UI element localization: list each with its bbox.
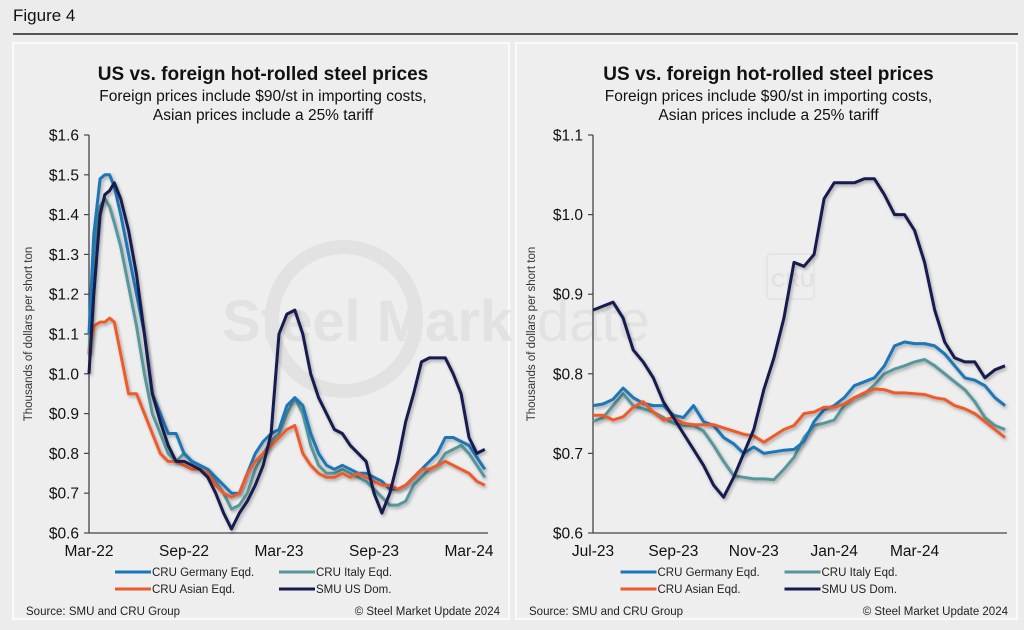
y-tick-label: $0.9 [49, 406, 79, 423]
legend-label-us: SMU US Dom. [316, 584, 391, 596]
chart-subtitle-line2: Asian prices include a 25% tariff [658, 107, 879, 124]
y-tick-label: $1.5 [49, 167, 79, 184]
copyright-note: © Steel Market Update 2024 [355, 606, 501, 618]
x-tick-label: Mar-23 [254, 543, 303, 560]
chart-title: US vs. foreign hot-rolled steel prices [98, 64, 428, 85]
series-line-us [592, 177, 1006, 499]
y-tick-label: $1.4 [49, 207, 80, 224]
series-line-germany [592, 340, 1006, 455]
x-tick-label: Jan-24 [810, 543, 858, 560]
y-tick-label: $0.7 [49, 486, 79, 503]
y-axis-label: Thousands of dollars per short ton [23, 247, 35, 422]
x-tick-label: Mar-24 [444, 543, 493, 560]
y-axis-label: Thousands of dollars per short ton [526, 247, 538, 422]
legend-label-italy: CRU Italy Eqd. [316, 567, 392, 579]
legend-label-asian: CRU Asian Eqd. [152, 584, 235, 596]
watermark-ring [265, 240, 423, 398]
y-tick-label: $0.8 [49, 446, 79, 463]
chart-subtitle-line1: Foreign prices include $90/st in importi… [99, 88, 426, 105]
x-tick-label: Mar-24 [890, 543, 939, 560]
source-note: Source: SMU and CRU Group [529, 606, 683, 618]
series-line-asian [87, 316, 486, 499]
legend: CRU Germany Eqd. CRU Italy Eqd. CRU Asian … [620, 567, 898, 596]
y-tick-label: $0.9 [553, 287, 583, 304]
x-tick-label: Jul-23 [572, 543, 614, 560]
cru-badge-text: CRU [771, 270, 814, 292]
source-note: Source: SMU and CRU Group [26, 606, 180, 618]
y-tick-label: $1.2 [49, 287, 79, 304]
y-tick-label: $0.8 [553, 366, 583, 383]
legend-label-germany: CRU Germany Eqd. [152, 567, 254, 579]
x-tick-label: Sep-23 [648, 543, 698, 560]
legend-label-us: SMU US Dom. [822, 584, 897, 596]
series-line-italy [87, 197, 487, 511]
y-tick-label: $0.6 [49, 526, 79, 543]
series-line-italy [592, 358, 1006, 482]
x-tick-label: Sep-23 [349, 543, 399, 560]
figure-title-rule [13, 33, 1018, 35]
y-tick-label: $1.6 [49, 128, 79, 145]
x-tick-label: Mar-22 [64, 543, 113, 560]
series-line-us [87, 181, 486, 531]
chart-panel-right: date CRU US vs. foreign hot-rolled steel p… [515, 42, 1018, 620]
x-tick-label: Sep-22 [159, 543, 209, 560]
y-tick-label: $0.6 [553, 526, 583, 543]
y-tick-label: $1.1 [49, 327, 79, 344]
legend-label-italy: CRU Italy Eqd. [822, 567, 898, 579]
chart-title: US vs. foreign hot-rolled steel prices [603, 64, 933, 85]
x-tick-label: Nov-23 [729, 543, 779, 560]
y-tick-label: $1.1 [553, 128, 583, 145]
series-line-asian [593, 387, 1006, 444]
y-tick-label: $1.0 [49, 366, 80, 383]
y-tick-label: $1.3 [49, 247, 79, 264]
cru-badge-box [766, 253, 815, 300]
chart-subtitle-line1: Foreign prices include $90/st in importi… [605, 88, 932, 105]
y-tick-label: $1.0 [553, 207, 584, 224]
y-tick-label: $0.7 [553, 446, 583, 463]
legend-label-germany: CRU Germany Eqd. [658, 567, 760, 579]
chart-subtitle-line2: Asian prices include a 25% tariff [153, 107, 374, 124]
figure-title: Figure 4 [13, 6, 76, 25]
legend-label-asian: CRU Asian Eqd. [658, 584, 741, 596]
legend: CRU Germany Eqd. CRU Italy Eqd. CRU Asian … [115, 567, 392, 596]
copyright-note: © Steel Market Update 2024 [863, 606, 1009, 618]
watermark-text-steel-market: Steel Market [222, 289, 512, 354]
